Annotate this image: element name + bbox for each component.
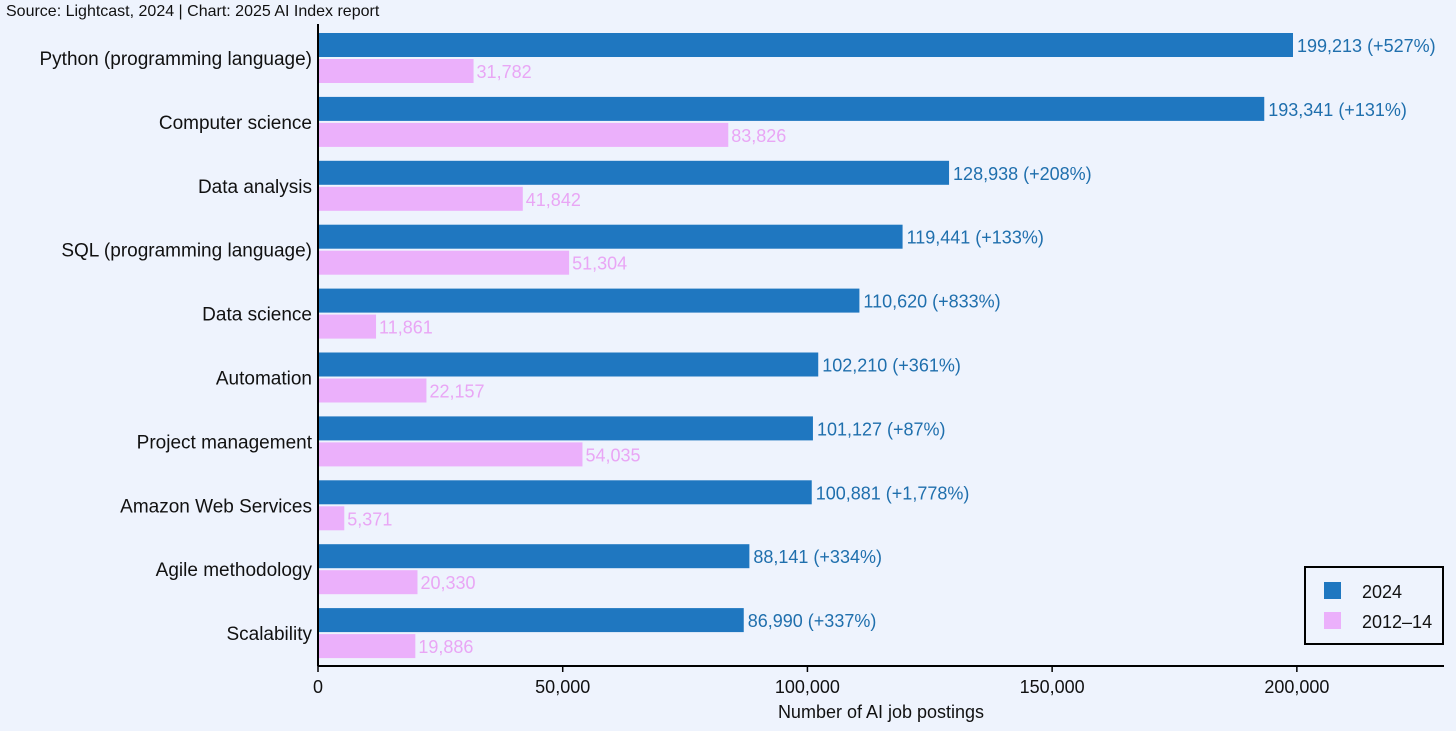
category-label-computer-science: Computer science [159,113,312,134]
bar-2012-14-project-management [318,442,583,467]
x-tick-label: 150,000 [1020,677,1085,697]
bar-2012-14-computer-science [318,122,729,147]
bar-2024-amazon-web-services [318,480,812,505]
category-label-amazon-web-services: Amazon Web Services [120,496,312,517]
value-label-2024-automation: 102,210 (+361%) [822,356,961,376]
value-label-2012-14-data-analysis: 41,842 [526,190,581,210]
category-label-automation: Automation [216,369,312,390]
x-axis-title: Number of AI job postings [778,702,984,722]
source-caption: Source: Lightcast, 2024 | Chart: 2025 AI… [6,3,380,20]
x-tick-label: 50,000 [535,677,590,697]
bar-2024-data-science [318,288,860,313]
bar-2012-14-agile-methodology [318,570,418,595]
x-tick-label: 100,000 [775,677,840,697]
bar-2012-14-data-science [318,314,377,339]
legend: 2024 2012–14 [1304,566,1444,645]
legend-label-2024: 2024 [1362,582,1402,602]
value-label-2024-data-science: 110,620 (+833%) [863,292,1000,312]
bar-2012-14-python-programming-language [318,59,474,83]
value-label-2024-scalability: 86,990 (+337%) [748,611,877,631]
value-label-2024-sql-programming-language: 119,441 (+133%) [907,228,1044,248]
axes-group: Python (programming language) Computer sc… [40,24,1444,697]
bar-2024-scalability [318,608,744,633]
value-label-2012-14-agile-methodology: 20,330 [421,573,476,593]
bar-2024-automation [318,352,819,377]
value-label-2024-data-analysis: 128,938 (+208%) [953,164,1092,184]
bar-2012-14-scalability [318,634,416,659]
category-label-sql-programming-language: SQL (programming language) [61,241,312,262]
x-tick-label: 200,000 [1264,677,1329,697]
bar-2024-computer-science [318,96,1265,121]
value-label-2012-14-amazon-web-services: 5,371 [347,509,392,529]
bar-2012-14-amazon-web-services [318,506,345,531]
category-label-scalability: Scalability [226,624,312,645]
category-label-project-management: Project management [137,432,313,453]
value-label-2012-14-data-science: 11,861 [379,318,433,338]
value-label-2012-14-automation: 22,157 [429,382,484,402]
value-label-2024-amazon-web-services: 100,881 (+1,778%) [816,483,970,503]
bars-group: 199,213 (+527%) 31,782 193,341 (+131%) 83,8… [318,33,1436,659]
value-label-2012-14-project-management: 54,035 [585,445,640,465]
value-label-2012-14-sql-programming-language: 51,304 [572,254,627,274]
category-label-python-programming-language: Python (programming language) [40,49,313,70]
legend-swatch-2024 [1324,582,1341,599]
x-tick-label: 0 [313,677,323,697]
value-label-2024-python-programming-language: 199,213 (+527%) [1297,36,1436,56]
bar-2024-python-programming-language [318,33,1293,57]
bar-2024-project-management [318,416,813,441]
bar-2012-14-sql-programming-language [318,250,570,275]
legend-box [1304,566,1444,645]
bar-2024-agile-methodology [318,544,750,569]
category-label-agile-methodology: Agile methodology [156,560,313,581]
category-label-data-science: Data science [202,305,312,326]
value-label-2024-project-management: 101,127 (+87%) [817,419,946,439]
legend-label-2012-14: 2012–14 [1362,612,1432,632]
value-label-2012-14-scalability: 19,886 [418,637,473,657]
value-label-2012-14-computer-science: 83,826 [731,126,786,146]
legend-swatch-2012-14 [1324,612,1341,629]
category-label-data-analysis: Data analysis [198,177,312,198]
bar-2024-data-analysis [318,160,950,185]
bar-2024-sql-programming-language [318,224,903,249]
value-label-2012-14-python-programming-language: 31,782 [477,62,532,82]
value-label-2024-agile-methodology: 88,141 (+334%) [753,547,882,567]
value-label-2024-computer-science: 193,341 (+131%) [1268,100,1407,120]
bar-2012-14-automation [318,378,427,403]
bar-2012-14-data-analysis [318,186,523,211]
